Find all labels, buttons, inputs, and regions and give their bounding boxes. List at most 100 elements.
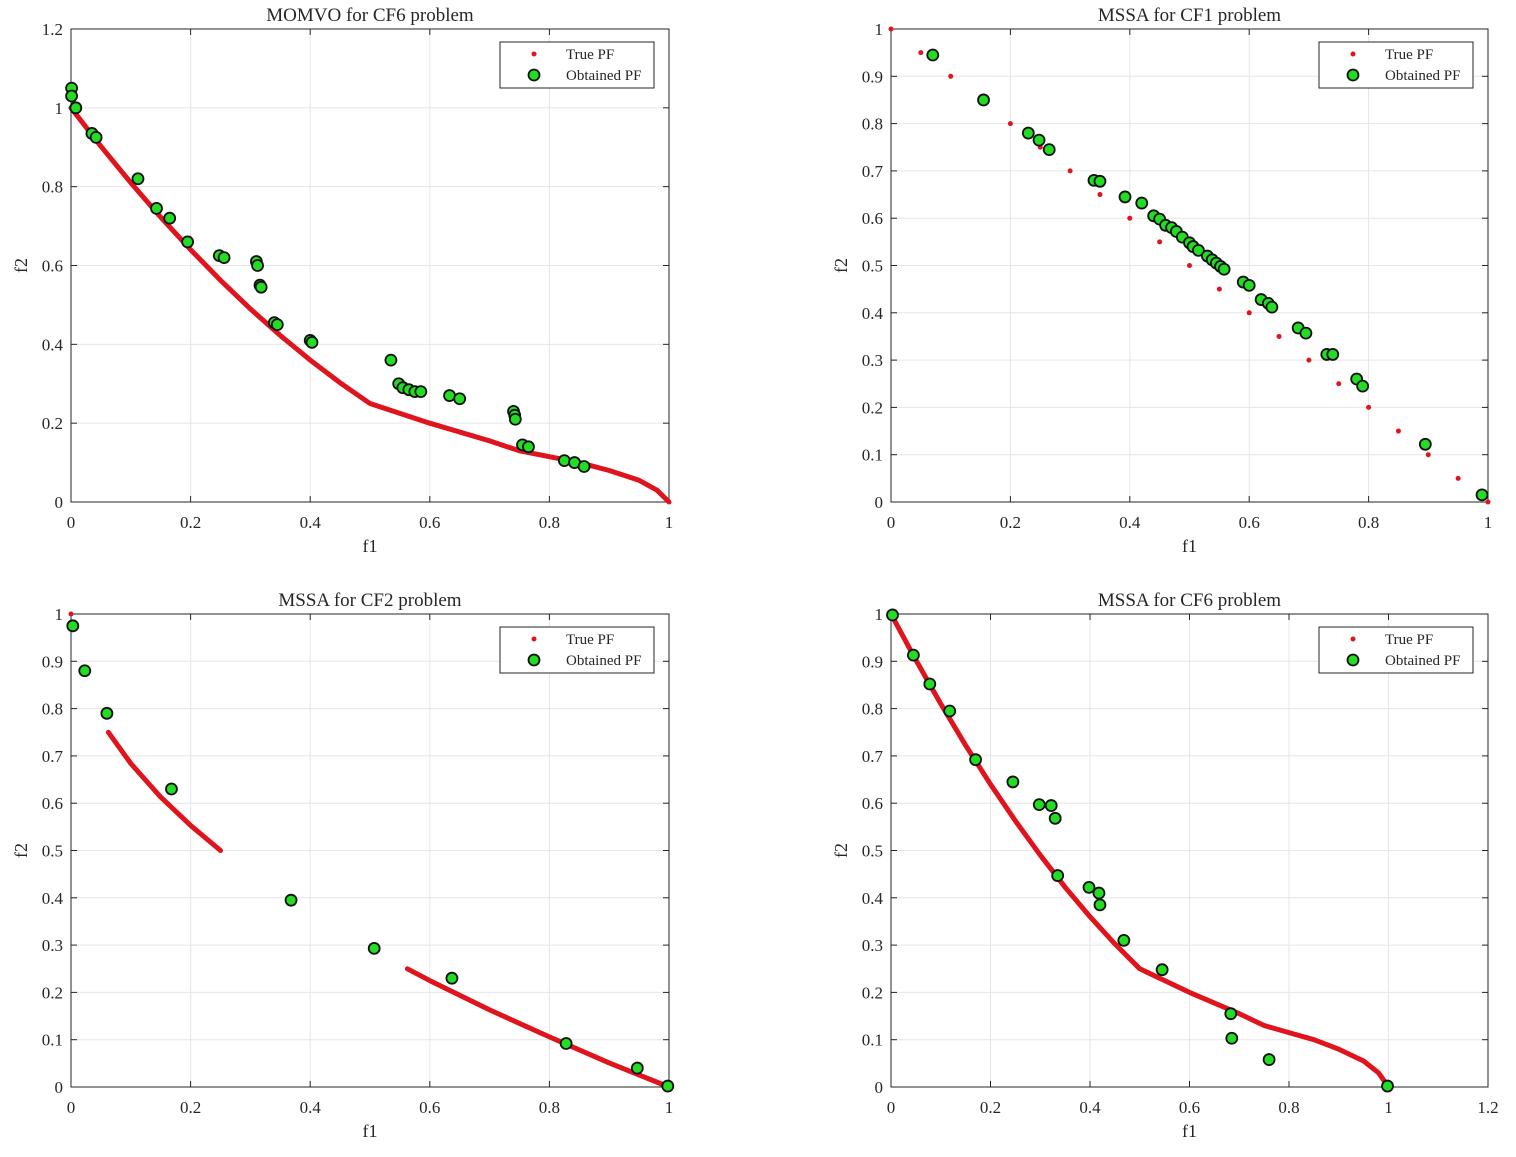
obtained-pf-point [163, 211, 177, 225]
plot-title: MSSA for CF6 problem [1098, 590, 1281, 611]
legend-true-pf-label: True PF [1385, 632, 1433, 648]
true-pf-point [1067, 168, 1073, 174]
true-pf-point [1187, 263, 1192, 268]
x-tick-label: 0.4 [300, 513, 322, 532]
true-pf-line [68, 105, 672, 505]
legend: True PF Obtained PF [1318, 41, 1474, 89]
legend-obtained-pf-label: Obtained PF [566, 653, 641, 669]
obtained-pf-point [1225, 1031, 1239, 1045]
y-tick-label: 1 [875, 20, 884, 39]
legend-true-pf-label: True PF [1385, 47, 1433, 63]
obtained-pf-point [445, 971, 459, 985]
subplot-mssa-cf2: 0 0.2 0.4 0.6 0.8 1 0 0.1 0.2 0.3 0.4 0.5 0.6 0.7 0.8 0… [11, 590, 675, 1141]
true-pf-point [918, 50, 924, 56]
y-tick-label: 0.4 [42, 889, 64, 908]
y-tick-label: 0.8 [42, 700, 63, 719]
obtained-pf-point [453, 392, 467, 406]
true-pf-point [1425, 452, 1431, 458]
legend-obtained-pf-label: Obtained PF [1385, 653, 1460, 669]
true-pf-point [1366, 404, 1372, 410]
legend-true-pf-marker [531, 51, 537, 57]
obtained-pf-point [1135, 196, 1149, 210]
obtained-pf-point [384, 353, 398, 367]
obtained-pf-point [1155, 963, 1169, 977]
true-pf-point [1485, 499, 1491, 505]
true-pf-point [68, 611, 74, 617]
true-pf-point [888, 26, 894, 32]
y-tick-label: 0.1 [42, 1031, 63, 1050]
obtained-pf-point [923, 677, 937, 691]
y-tick-label: 0.4 [42, 335, 64, 354]
x-tick-label: 0.4 [300, 1098, 322, 1117]
true-pf-point [1306, 357, 1312, 363]
y-tick-label: 0.1 [862, 446, 883, 465]
obtained-pf-point [78, 664, 92, 678]
obtained-pf-point [254, 280, 268, 294]
x-axis-label: f1 [363, 536, 378, 556]
y-tick-label: 0.2 [42, 983, 63, 1002]
plot-title: MSSA for CF2 problem [278, 590, 461, 611]
y-tick-label: 1 [55, 605, 64, 624]
obtained-pf-point [414, 385, 428, 399]
obtained-pf-point [1242, 278, 1256, 292]
y-tick-label: 0.3 [42, 936, 63, 955]
obtained-pf-point [508, 412, 522, 426]
true-pf-point [1157, 239, 1163, 245]
x-tick-label: 0 [67, 513, 76, 532]
obtained-pf-point [906, 648, 920, 662]
y-tick-label: 0.7 [42, 747, 64, 766]
x-tick-label: 0 [887, 513, 896, 532]
true-pf-point [948, 73, 954, 79]
y-tick-label: 0 [55, 493, 64, 512]
y-tick-label: 0.1 [862, 1031, 883, 1050]
y-tick-label: 0.4 [862, 889, 884, 908]
y-tick-label: 0.8 [862, 700, 883, 719]
legend-true-pf-label: True PF [566, 632, 614, 648]
obtained-pf-point [1475, 488, 1489, 502]
legend: True PF Obtained PF [499, 626, 655, 674]
x-tick-label: 0.6 [419, 1098, 440, 1117]
obtained-pf-point [1224, 1007, 1238, 1021]
obtained-pf-point [1006, 775, 1020, 789]
true-pf-point [1455, 475, 1461, 481]
y-tick-label: 0.9 [42, 652, 63, 671]
obtained-pf-point [1192, 243, 1205, 257]
obtained-pf-point [1032, 798, 1046, 812]
obtained-pf-point [305, 335, 319, 349]
x-axis-label: f1 [363, 1121, 378, 1141]
y-tick-label: 0 [875, 493, 884, 512]
x-tick-label: 1 [665, 1098, 674, 1117]
obtained-pf-point [1092, 886, 1106, 900]
obtained-pf-point [1021, 126, 1035, 140]
x-tick-label: 0.2 [980, 1098, 1001, 1117]
x-tick-label: 0.6 [1239, 513, 1260, 532]
y-tick-label: 0.4 [862, 304, 884, 323]
y-tick-label: 0.5 [42, 842, 63, 861]
y-axis-label: f2 [11, 843, 31, 858]
obtained-pf-point [577, 460, 591, 473]
obtained-pf-point [65, 89, 78, 103]
y-axis-label: f2 [11, 258, 31, 273]
legend-box [1318, 626, 1474, 674]
obtained-pf-point [1042, 143, 1056, 157]
obtained-pf-point [89, 130, 103, 144]
obtained-pf-point [559, 1037, 573, 1050]
legend-obtained-pf-label: Obtained PF [566, 68, 641, 84]
subplot-mssa-cf6: 0 0.2 0.4 0.6 0.8 1 1.2 0 0.1 0.2 0.3 0.4 0.5 0.6 0.7 0… [831, 590, 1499, 1141]
obtained-pf-point [367, 942, 381, 955]
obtained-pf-point [1093, 898, 1107, 912]
y-tick-label: 1.2 [42, 20, 63, 39]
y-tick-label: 0.8 [42, 178, 63, 197]
x-tick-label: 1 [1484, 513, 1493, 532]
true-pf-point [1097, 192, 1103, 198]
legend-true-pf-marker [1350, 51, 1356, 57]
x-tick-label: 1 [665, 513, 674, 532]
obtained-pf-point [1418, 437, 1432, 451]
obtained-pf-point [131, 172, 145, 186]
obtained-pf-point [69, 101, 83, 115]
obtained-pf-point [1082, 880, 1096, 894]
y-tick-label: 0.6 [862, 794, 883, 813]
legend: True PF Obtained PF [499, 41, 655, 89]
x-tick-label: 0 [67, 1098, 76, 1117]
